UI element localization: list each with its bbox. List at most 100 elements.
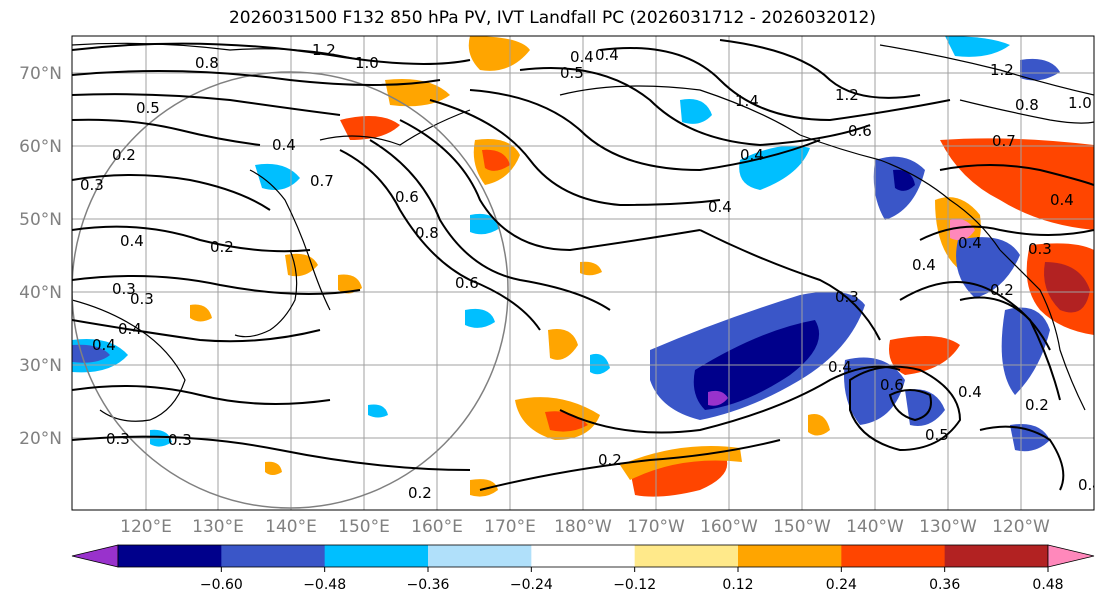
colorbar-extend-low — [71, 544, 119, 568]
colorbar-cell — [531, 545, 636, 567]
shade-positive-bering — [468, 36, 530, 71]
contour-label: 0.3 — [112, 280, 136, 298]
shade-negative-bc-core — [893, 169, 915, 191]
shade-negative-sakhalin — [255, 163, 300, 191]
shade-negative-165e — [465, 308, 495, 328]
contour-label: 0.3 — [168, 431, 192, 449]
lon-label: 140°W — [846, 517, 904, 537]
lat-label: 20°N — [19, 429, 62, 449]
contour-label: 0.8 — [1015, 96, 1039, 114]
lon-label: 170°W — [627, 517, 685, 537]
contour-label: 0.4 — [1050, 191, 1074, 209]
shade-negative-yellowsea-core — [72, 344, 110, 363]
contour-label: 0.4 — [118, 320, 142, 338]
colorbar-tick-label: −0.60 — [200, 577, 243, 593]
contour-label: 0.4 — [1078, 476, 1102, 494]
contour-label: 1.2 — [835, 86, 859, 104]
colorbar-tick-label: 0.36 — [929, 577, 960, 593]
colorbar-tick-label: −0.12 — [613, 577, 656, 593]
lat-label: 30°N — [19, 356, 62, 376]
lon-label: 150°E — [338, 517, 390, 537]
lat-label: 60°N — [19, 137, 62, 157]
lon-label: 180°W — [554, 517, 612, 537]
lat-label: 40°N — [19, 283, 62, 303]
contour-label: 0.6 — [395, 188, 419, 206]
contour-label: 1.2 — [990, 61, 1014, 79]
shade-positive-small3 — [470, 479, 498, 497]
colorbar-tick-label: 0.12 — [722, 577, 753, 593]
contour-label: 0.4 — [912, 256, 936, 274]
colorbar-tick-label: −0.36 — [407, 577, 450, 593]
colorbar-cell — [428, 545, 532, 567]
lon-label: 170°E — [484, 517, 536, 537]
colorbar-cell — [634, 545, 739, 567]
contour-label: 1.0 — [1068, 94, 1092, 112]
shade-negative-gulf — [739, 145, 810, 190]
map-frame — [71, 35, 1095, 511]
shade-negative-hawaii — [905, 389, 945, 426]
contour-label: 0.3 — [106, 430, 130, 448]
colorbar-cell — [221, 545, 326, 567]
lon-label: 150°W — [773, 517, 831, 537]
shade-positive-okhotsk — [340, 116, 400, 140]
colorbar-cell — [738, 545, 842, 567]
colorbar-tick-label: −0.24 — [510, 577, 553, 593]
shade-positive-subtrop-edge — [620, 446, 742, 480]
contour-label: 0.7 — [992, 132, 1016, 150]
pv-contours — [72, 39, 1094, 491]
colorbar: −0.60 −0.48 −0.36 −0.24 −0.12 0.12 0.24 0.36 0.4… — [71, 544, 1095, 593]
shade-pink-coast — [950, 218, 975, 241]
shade-negative-arctic2 — [1020, 58, 1060, 81]
contour-label: 0.4 — [570, 48, 594, 66]
contour-label: 1.0 — [355, 54, 379, 72]
contour-label: 0.3 — [80, 176, 104, 194]
contour-label: 0.2 — [990, 281, 1014, 299]
contour-label: 0.8 — [195, 54, 219, 72]
lat-label: 50°N — [19, 210, 62, 230]
contour-labels: 1.2 0.8 1.0 0.5 0.2 0.3 0.4 0.7 0.6 0.8 … — [80, 41, 1102, 502]
range-circle — [72, 71, 509, 509]
shade-positive-170e-core — [545, 411, 588, 432]
shade-positive-small1 — [338, 274, 362, 294]
contour-label: 0.4 — [958, 234, 982, 252]
contour-label: 0.5 — [925, 426, 949, 444]
lon-axis: 120°E 130°E 140°E 150°E 160°E 170°E 180°… — [120, 517, 1050, 537]
contour-label: 0.2 — [408, 484, 432, 502]
contour-label: 0.4 — [828, 358, 852, 376]
shade-positive-small5 — [808, 414, 830, 436]
contour-label: 0.7 — [310, 172, 334, 190]
lon-label: 160°W — [700, 517, 758, 537]
contour-label: 0.4 — [120, 232, 144, 250]
contour-label: 0.5 — [560, 64, 584, 82]
contour-label: 0.4 — [708, 198, 732, 216]
shade-positive-small6 — [190, 304, 212, 322]
colorbar-extend-high — [1047, 544, 1095, 568]
contour-label: 0.4 — [958, 383, 982, 401]
shade-negative-small — [368, 404, 388, 418]
shade-positive-small7 — [265, 461, 282, 475]
shade-negative-central-purple — [708, 390, 728, 406]
coastlines — [72, 42, 1094, 422]
contour-label: 0.2 — [598, 451, 622, 469]
shade-negative-chukotka — [680, 99, 712, 124]
contour-label: 0.2 — [1025, 396, 1049, 414]
contour-label: 0.4 — [595, 46, 619, 64]
colorbar-cell — [118, 545, 222, 567]
shade-positive-kamchatka — [385, 79, 450, 107]
contour-label: 0.3 — [130, 290, 154, 308]
contour-label: 0.6 — [455, 274, 479, 292]
colorbar-tick-label: 0.48 — [1032, 577, 1063, 593]
contour-label: 1.2 — [312, 41, 336, 59]
lat-axis: 70°N 60°N 50°N 40°N 30°N 20°N — [19, 64, 62, 449]
colorbar-tick-label: 0.24 — [826, 577, 857, 593]
contour-label: 0.4 — [272, 136, 296, 154]
contour-label: 0.3 — [1028, 240, 1052, 258]
ivt-shading — [72, 36, 1094, 497]
shade-positive-alaska — [940, 138, 1094, 230]
shade-positive-small2 — [548, 329, 578, 360]
lon-label: 130°E — [192, 517, 244, 537]
contour-label: 0.3 — [835, 288, 859, 306]
lon-label: 130°W — [919, 517, 977, 537]
shade-negative-small3 — [590, 353, 610, 375]
